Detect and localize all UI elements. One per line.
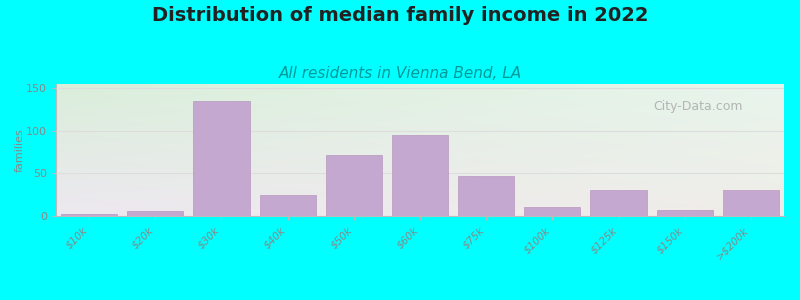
Bar (458, 176, 514, 216)
Bar (392, 135, 448, 216)
Bar (326, 155, 382, 216)
Bar (722, 190, 779, 216)
Text: Distribution of median family income in 2022: Distribution of median family income in … (152, 6, 648, 25)
Y-axis label: families: families (14, 128, 25, 172)
Bar (194, 101, 250, 216)
Text: City-Data.com: City-Data.com (653, 100, 742, 113)
Bar (657, 210, 713, 216)
Bar (590, 190, 646, 216)
Bar (61, 214, 118, 216)
Bar (259, 195, 316, 216)
Bar (127, 211, 183, 216)
Text: All residents in Vienna Bend, LA: All residents in Vienna Bend, LA (278, 66, 522, 81)
Bar (524, 207, 581, 216)
